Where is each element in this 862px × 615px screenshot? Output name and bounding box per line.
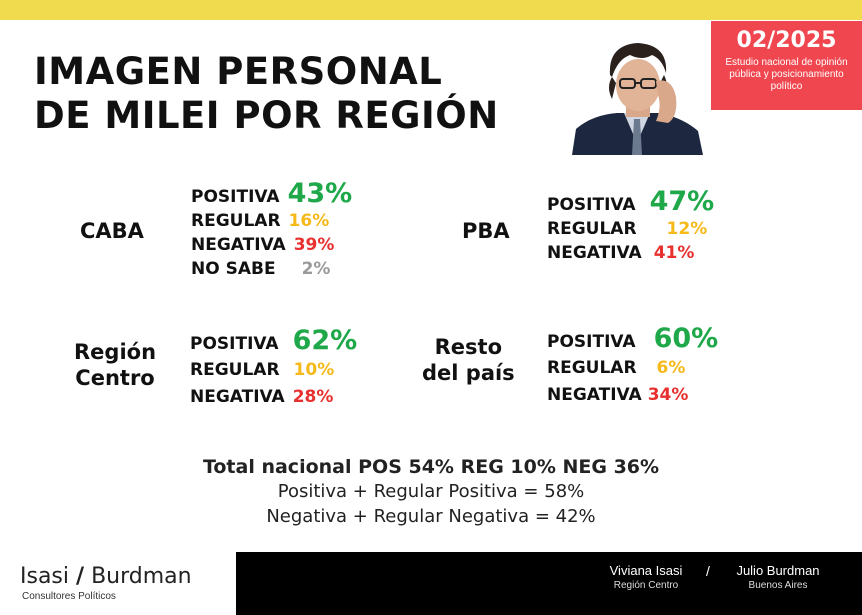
stat-value-positiva: 47% (649, 186, 715, 217)
stat-label: REGULAR (547, 358, 637, 378)
stat-label: NO SABE (191, 259, 276, 279)
region-name: CABA (80, 219, 144, 243)
region-name-line-1: Resto (434, 335, 503, 359)
stats-centro: POSITIVA 62% REGULAR 10% NEGATIVA 28% (190, 325, 357, 407)
footer-signature-bar (236, 552, 862, 615)
signature-separator: / (706, 563, 710, 579)
stat-value-no-sabe: 2% (301, 259, 331, 279)
stat-label: NEGATIVA (547, 385, 642, 405)
stat-row-negativa: NEGATIVA 28% (190, 387, 357, 407)
region-name-line-2: del país (422, 361, 515, 385)
region-label-centro: Región Centro (74, 339, 156, 391)
region-label-caba: CABA (80, 218, 144, 244)
stat-label: NEGATIVA (547, 243, 642, 263)
total-nacional: Total nacional POS 54% REG 10% NEG 36% (202, 456, 660, 478)
stat-value-regular: 12% (666, 219, 708, 239)
stat-value-negativa: 39% (293, 235, 335, 255)
stat-label: POSITIVA (190, 334, 279, 354)
stat-label: POSITIVA (191, 187, 280, 207)
title-line-1: IMAGEN PERSONAL (34, 50, 443, 93)
stat-row-negativa: NEGATIVA 41% (547, 243, 714, 263)
signature-location: Buenos Aires (748, 580, 808, 591)
stat-label: REGULAR (191, 211, 281, 231)
stat-value-positiva: 43% (287, 178, 353, 209)
stat-value-regular: 6% (656, 358, 686, 378)
signature-location: Región Centro (613, 580, 679, 591)
stat-row-positiva: POSITIVA 60% (547, 323, 718, 354)
region-name: PBA (462, 219, 510, 243)
signature-name: Viviana Isasi (609, 563, 683, 578)
stat-label: REGULAR (547, 219, 637, 239)
stat-row-negativa: NEGATIVA 39% (191, 235, 352, 255)
region-name-line-1: Región (74, 340, 157, 364)
study-description: Estudio nacional de opinión pública y po… (725, 57, 848, 92)
stat-row-positiva: POSITIVA 47% (547, 186, 714, 217)
stat-label: POSITIVA (547, 332, 636, 352)
region-label-resto: Resto del país (422, 334, 515, 386)
report-date: 02/2025 (736, 28, 837, 53)
stat-row-positiva: POSITIVA 43% (191, 178, 352, 209)
brand-right: Burdman (91, 564, 192, 589)
stat-row-no-sabe: NO SABE 2% (191, 259, 352, 279)
region-label-pba: PBA (462, 218, 510, 244)
stats-pba: POSITIVA 47% REGULAR 12% NEGATIVA 41% (547, 186, 714, 263)
stat-value-positiva: 62% (292, 325, 358, 356)
stat-row-regular: REGULAR 6% (547, 358, 718, 378)
title-line-2: DE MILEI POR REGIÓN (34, 94, 499, 137)
brand-logo: Isasi / Burdman (20, 564, 192, 589)
stat-row-negativa: NEGATIVA 34% (547, 385, 718, 405)
stat-row-regular: REGULAR 12% (547, 219, 714, 239)
signature-viviana: Viviana Isasi Región Centro (600, 563, 692, 591)
top-accent-bar (0, 0, 862, 20)
page-title: IMAGEN PERSONAL DE MILEI POR REGIÓN (34, 50, 499, 138)
stat-row-regular: REGULAR 10% (190, 360, 357, 380)
footer-brand-area (0, 552, 236, 615)
stat-row-positiva: POSITIVA 62% (190, 325, 357, 356)
signature-name: Julio Burdman (736, 563, 820, 578)
stat-value-regular: 16% (288, 211, 330, 231)
negative-sum-line: Negativa + Regular Negativa = 42% (266, 506, 596, 527)
brand-slash: / (76, 564, 85, 589)
stats-caba: POSITIVA 43% REGULAR 16% NEGATIVA 39% NO… (191, 178, 352, 279)
signature-julio: Julio Burdman Buenos Aires (725, 563, 831, 591)
stat-label: POSITIVA (547, 195, 636, 215)
date-badge: 02/2025 Estudio nacional de opinión públ… (711, 21, 862, 110)
stat-label: REGULAR (190, 360, 280, 380)
stat-row-regular: REGULAR 16% (191, 211, 352, 231)
stat-value-negativa: 34% (647, 385, 689, 405)
brand-left: Isasi (20, 564, 70, 589)
stat-value-negativa: 28% (292, 387, 334, 407)
stat-label: NEGATIVA (190, 387, 285, 407)
stat-value-negativa: 41% (653, 243, 695, 263)
region-name-line-2: Centro (75, 366, 155, 390)
portrait-illustration (572, 37, 703, 155)
positive-sum-line: Positiva + Regular Positiva = 58% (277, 481, 585, 502)
national-summary: Total nacional POS 54% REG 10% NEG 36% P… (0, 455, 862, 529)
stat-value-regular: 10% (293, 360, 335, 380)
brand-subtitle: Consultores Políticos (22, 591, 116, 602)
milei-portrait-photo (572, 37, 703, 155)
stats-resto: POSITIVA 60% REGULAR 6% NEGATIVA 34% (547, 323, 718, 405)
stat-label: NEGATIVA (191, 235, 286, 255)
stat-value-positiva: 60% (653, 323, 719, 354)
